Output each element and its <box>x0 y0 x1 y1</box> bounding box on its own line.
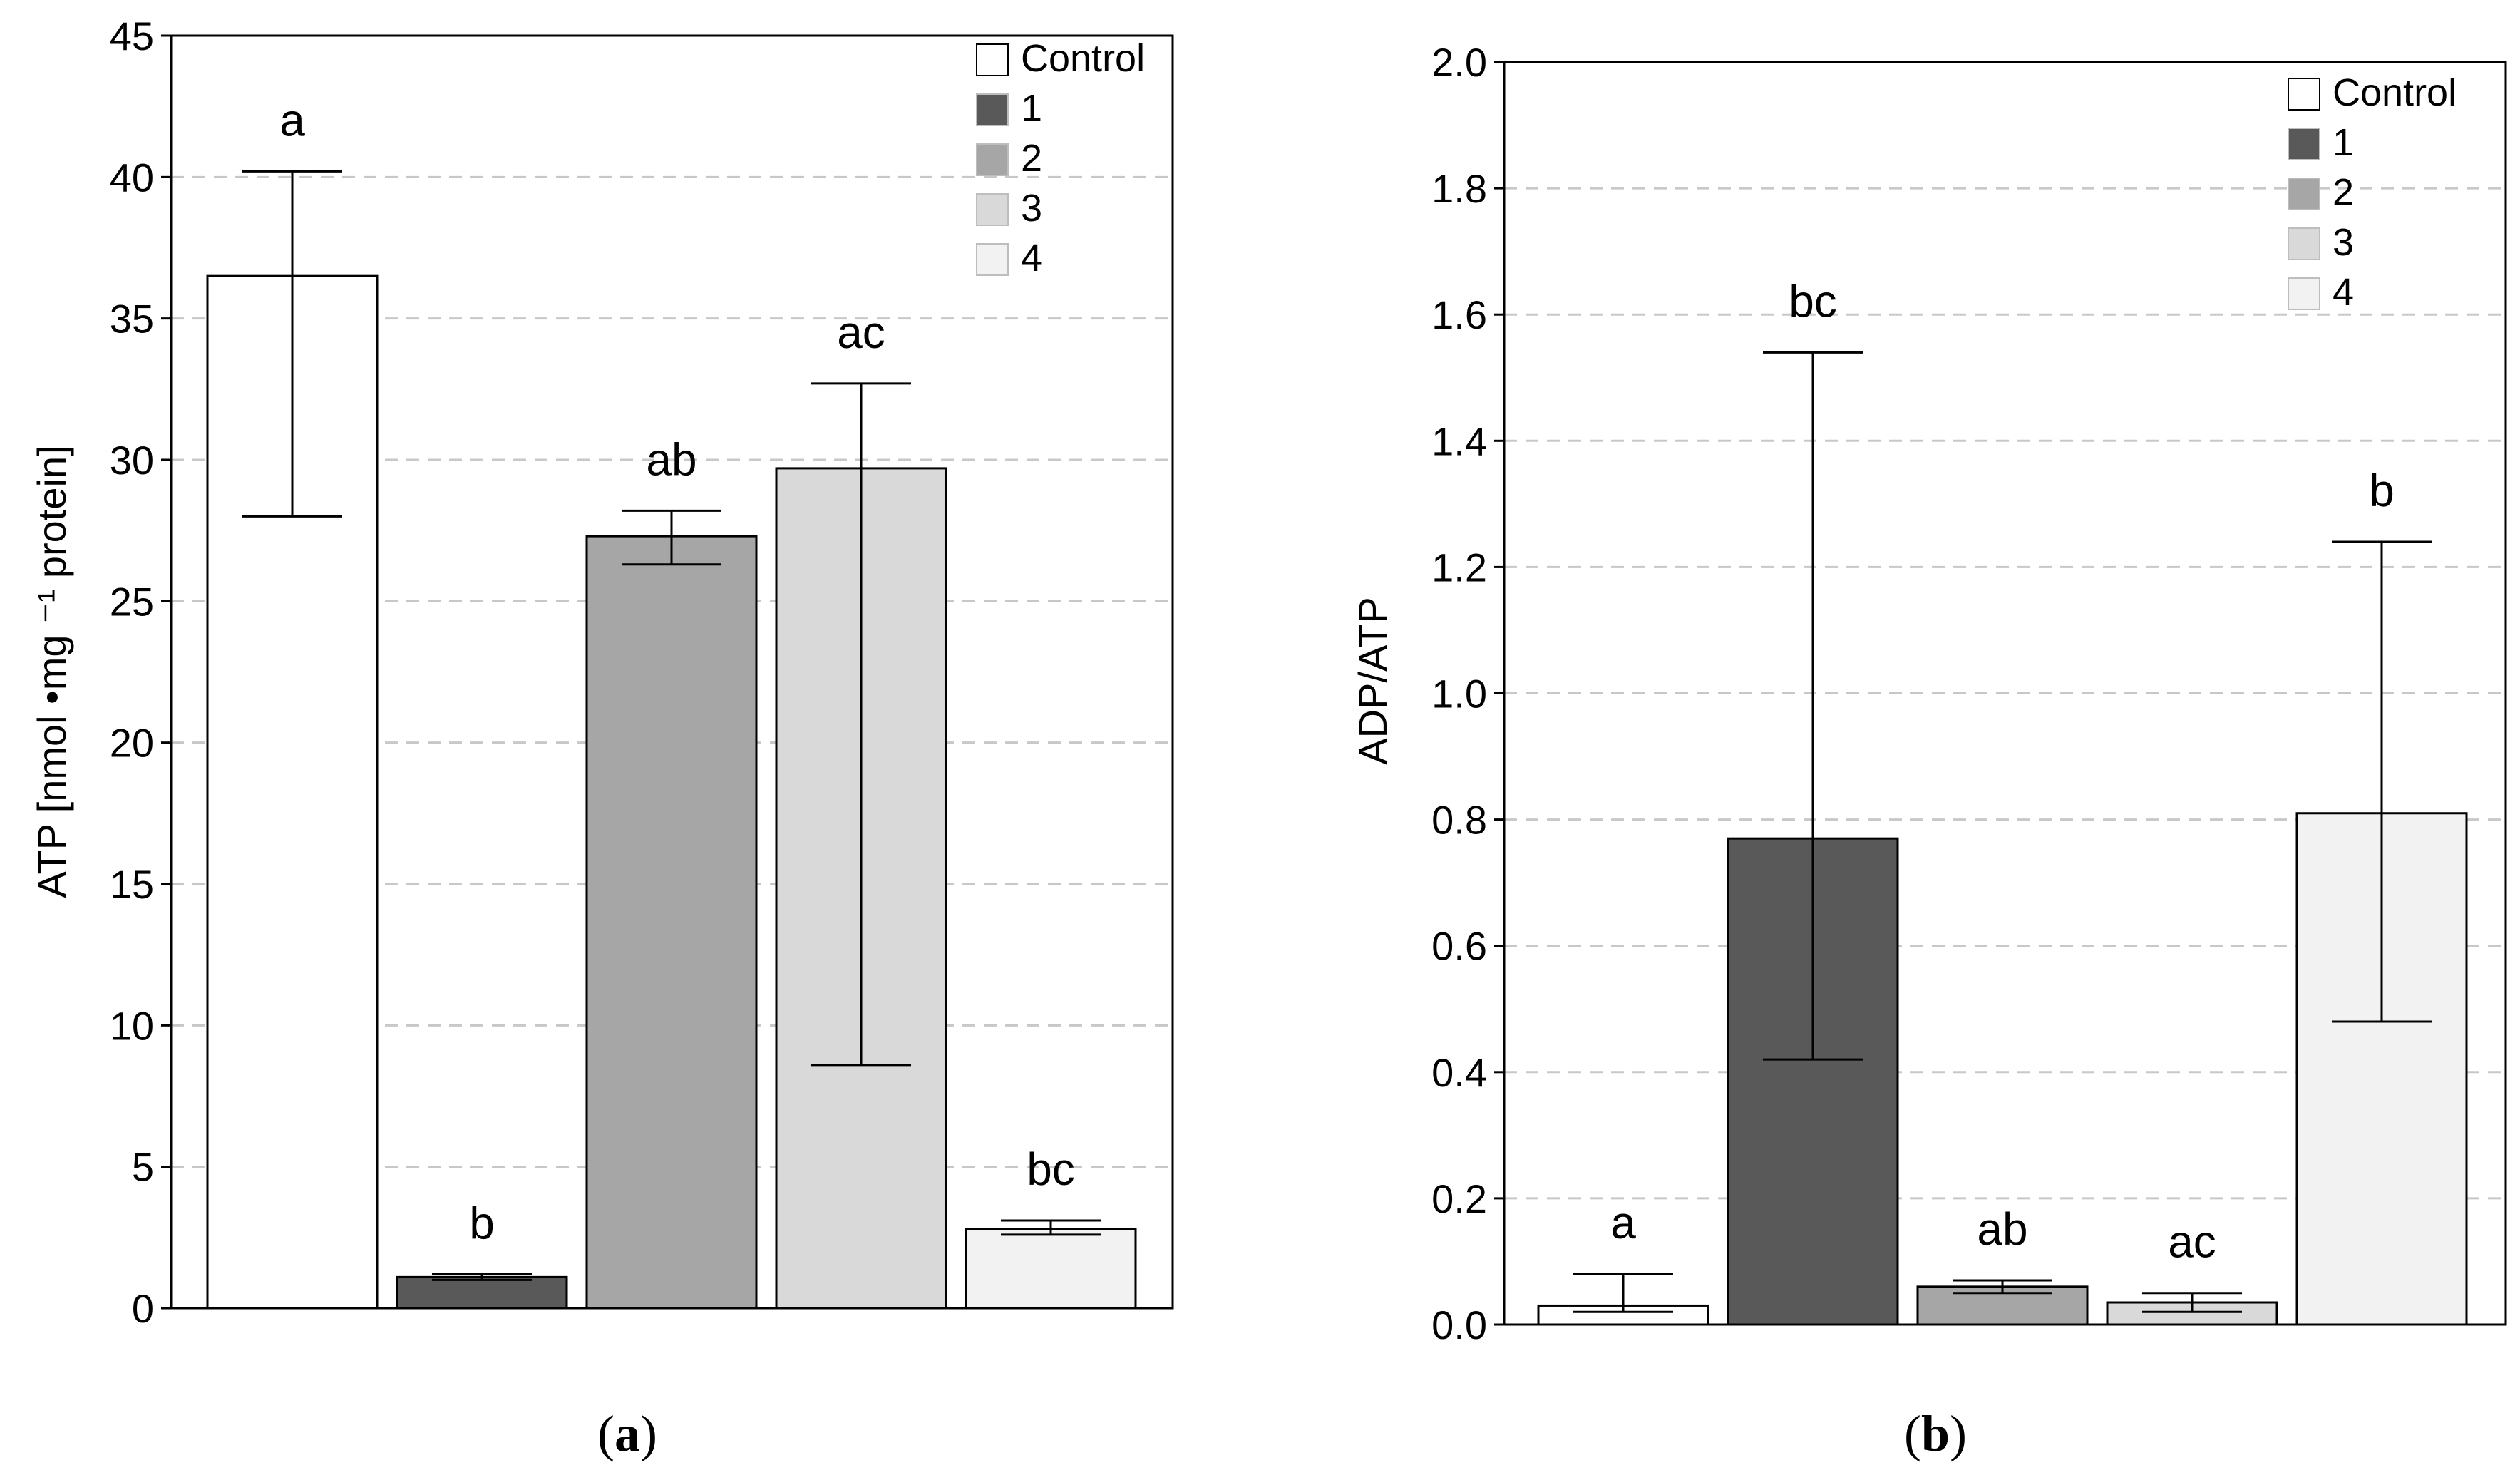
legend-label: Control <box>1021 37 1145 80</box>
y-tick-label: 30 <box>110 438 154 483</box>
error-bar <box>622 509 721 566</box>
y-tick-label: 1.6 <box>1431 292 1487 337</box>
y-tick-label: 1.4 <box>1431 418 1487 463</box>
legend-label: 2 <box>2333 171 2354 214</box>
legend-swatch <box>976 43 1009 76</box>
error-bar <box>2142 1292 2242 1313</box>
significance-label: ac <box>837 307 885 358</box>
legend-label: 1 <box>1021 87 1042 130</box>
plot-frame <box>170 34 1174 1310</box>
legend-swatch <box>2288 178 2320 210</box>
error-bar <box>1001 1219 1101 1236</box>
bar-4 <box>965 1228 1137 1310</box>
legend: Control 1 2 3 4 <box>2288 71 2457 314</box>
y-tick-label: 0.4 <box>1431 1050 1487 1095</box>
legend-label: Control <box>2333 71 2457 114</box>
significance-label: a <box>1610 1197 1636 1248</box>
y-tick-label: 40 <box>110 155 154 200</box>
legend-label: 3 <box>1021 187 1042 230</box>
significance-label: bc <box>1789 275 1837 327</box>
legend-swatch <box>2288 128 2320 160</box>
legend-swatch <box>976 143 1009 176</box>
legend-swatch <box>976 243 1009 276</box>
significance-label: b <box>2369 465 2395 516</box>
bar-1 <box>396 1275 568 1310</box>
legend-label: 3 <box>2333 221 2354 264</box>
y-tick-label: 1.2 <box>1431 545 1487 590</box>
legend-label: 1 <box>2333 121 2354 164</box>
y-tick-label: 10 <box>110 1003 154 1048</box>
y-tick-label: 20 <box>110 721 154 766</box>
y-tick-label: 1.8 <box>1431 166 1487 211</box>
significance-label: a <box>279 94 305 145</box>
panel-label: (a) <box>597 1405 657 1462</box>
y-axis-title: ADP/ATP <box>1350 597 1395 764</box>
significance-label: ab <box>1977 1203 2027 1255</box>
bar-2 <box>585 535 758 1310</box>
significance-label: ac <box>2168 1216 2216 1268</box>
y-tick-label: 1.0 <box>1431 672 1487 716</box>
legend-swatch <box>976 93 1009 126</box>
panel-label: (b) <box>1904 1405 1967 1462</box>
legend-swatch <box>2288 227 2320 260</box>
legend-swatch <box>2288 78 2320 111</box>
y-tick-label: 15 <box>110 862 154 907</box>
legend-label: 2 <box>1021 137 1042 180</box>
error-bar <box>1573 1273 1673 1313</box>
significance-label: ab <box>646 433 696 485</box>
y-tick-label: 5 <box>132 1145 154 1190</box>
legend-swatch <box>2288 277 2320 310</box>
y-tick-label: 0.8 <box>1431 798 1487 843</box>
plot-frame <box>1503 61 2507 1326</box>
y-tick-label: 35 <box>110 297 154 341</box>
legend-label: 4 <box>2333 271 2354 314</box>
y-tick-label: 45 <box>110 14 154 58</box>
error-bar <box>432 1273 532 1281</box>
legend-swatch <box>976 193 1009 226</box>
error-bar <box>1763 351 1863 1061</box>
error-bar <box>811 382 911 1067</box>
significance-label: bc <box>1027 1144 1075 1195</box>
y-tick-label: 2.0 <box>1431 40 1487 85</box>
error-bar <box>2332 540 2432 1023</box>
y-axis-title: ATP [nmol •mg ⁻¹ protein] <box>29 445 74 898</box>
significance-label: b <box>469 1197 495 1248</box>
error-bar <box>242 170 342 518</box>
y-tick-label: 25 <box>110 579 154 624</box>
y-tick-label: 0 <box>132 1286 154 1331</box>
y-tick-label: 0.2 <box>1431 1176 1487 1221</box>
y-tick-label: 0.0 <box>1431 1302 1487 1347</box>
y-tick-label: 0.6 <box>1431 924 1487 969</box>
chart-panel-b: 0.0 0.2 0.4 0.6 0.8 1.0 1.2 1.4 1.6 1.8 2.0 a bc ab ac… <box>1350 40 2507 1462</box>
legend-label: 4 <box>1021 237 1042 279</box>
error-bar <box>1953 1279 2052 1295</box>
legend: Control 1 2 3 4 <box>976 37 1145 279</box>
